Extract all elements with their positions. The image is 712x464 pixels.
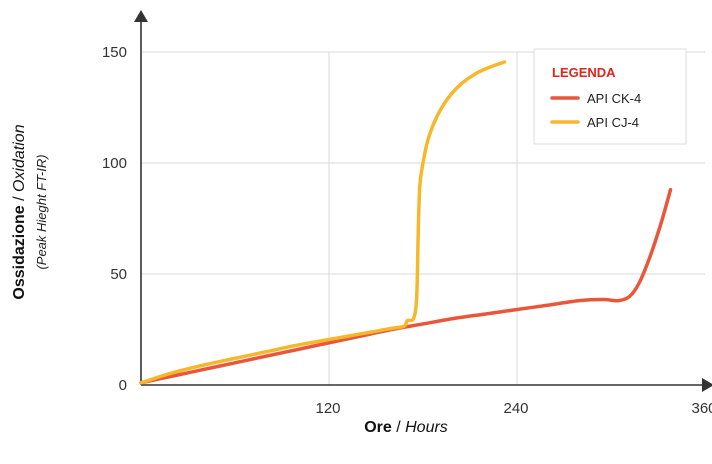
x-axis-title-main: Ore: [364, 419, 392, 436]
x-axis-title: Ore / Hours: [364, 419, 448, 436]
y-axis-title-en: Oxidation: [11, 124, 28, 192]
legend-label: API CK-4: [587, 91, 641, 106]
legend-label: API CJ-4: [587, 115, 639, 130]
legend: LEGENDA API CK-4 API CJ-4: [533, 48, 687, 145]
series-line-api-cj-4: [139, 60, 507, 385]
y-tick-label: 100: [102, 155, 127, 172]
series-lines: [139, 60, 673, 385]
x-tick-labels: 120 240 360: [315, 400, 712, 417]
x-tick-label: 360: [691, 400, 712, 417]
y-tick-label: 0: [119, 377, 127, 394]
y-axis-subtitle: (Peak Hieght FT-IR): [34, 154, 49, 269]
x-axis-arrow: [702, 378, 712, 392]
legend-items: API CK-4 API CJ-4: [550, 91, 641, 130]
axes: [134, 10, 712, 392]
x-axis-title-sep: /: [392, 419, 405, 436]
grid-lines: [141, 51, 705, 385]
y-tick-labels: 0 50 100 150: [102, 44, 127, 394]
legend-title: LEGENDA: [552, 65, 616, 80]
y-axis-title-main: Ossidazione: [11, 205, 28, 299]
series-line-api-ck-4: [139, 187, 673, 385]
y-axis-title-group: Ossidazione / Oxidation: [11, 124, 28, 299]
y-tick-label: 150: [102, 44, 127, 61]
x-tick-label: 240: [503, 400, 528, 417]
y-axis-arrow: [134, 10, 148, 22]
y-axis-title: Ossidazione / Oxidation: [11, 124, 28, 299]
y-axis-title-sep: /: [11, 192, 28, 205]
y-tick-label: 50: [110, 266, 127, 283]
x-axis-title-en: Hours: [405, 419, 448, 436]
x-tick-label: 120: [315, 400, 340, 417]
y-axis-subtitle-group: (Peak Hieght FT-IR): [34, 154, 49, 269]
